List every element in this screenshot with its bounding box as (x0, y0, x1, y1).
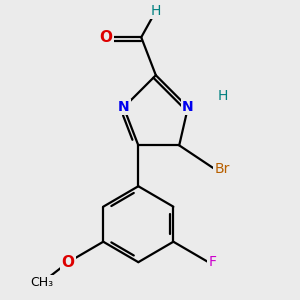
Text: O: O (100, 30, 113, 45)
Text: N: N (118, 100, 130, 114)
Text: F: F (208, 255, 216, 269)
Text: CH₃: CH₃ (30, 276, 53, 289)
Text: O: O (62, 255, 75, 270)
Text: Br: Br (214, 162, 230, 176)
Text: H: H (217, 89, 227, 103)
Text: N: N (182, 100, 194, 114)
Text: H: H (151, 4, 161, 18)
